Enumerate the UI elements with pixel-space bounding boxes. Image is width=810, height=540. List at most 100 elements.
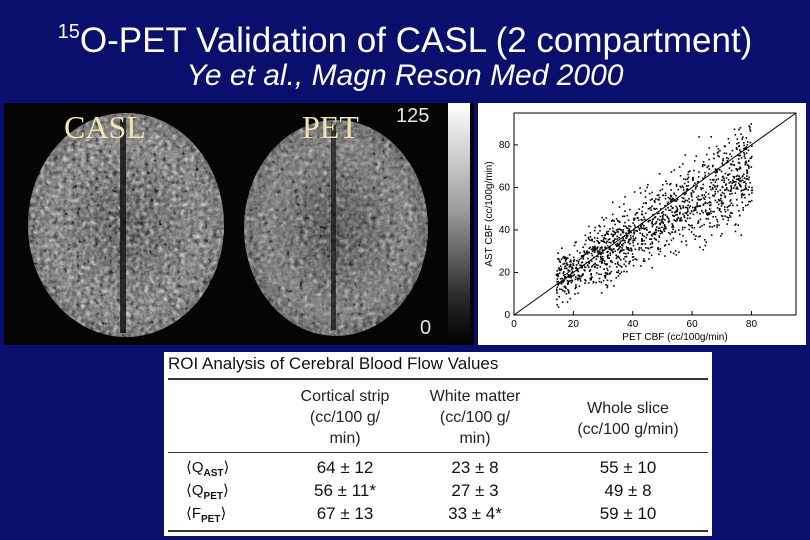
- scatter-point: [634, 214, 637, 216]
- scatter-point: [575, 264, 578, 266]
- scatter-point: [625, 265, 627, 267]
- scatter-point: [655, 228, 657, 231]
- scatter-point: [705, 218, 708, 220]
- scatter-point: [702, 187, 704, 189]
- scatter-point: [664, 219, 666, 221]
- scatter-point: [662, 213, 665, 216]
- scatter-point: [649, 199, 652, 201]
- scatter-point: [718, 209, 721, 212]
- scatter-point: [684, 226, 686, 229]
- scatter-point: [601, 258, 603, 260]
- scatter-point: [618, 247, 620, 250]
- scatter-point: [558, 282, 561, 284]
- scatter-point: [690, 210, 693, 213]
- scatter-point: [648, 258, 650, 260]
- scatter-point: [618, 221, 621, 224]
- scatter-point: [699, 205, 701, 207]
- scatter-point: [569, 261, 571, 263]
- scatter-point: [619, 273, 621, 275]
- scatter-point: [675, 220, 677, 222]
- scatter-point: [732, 175, 735, 178]
- scatter-point: [738, 128, 740, 131]
- scatter-point: [593, 241, 596, 243]
- scatter-point: [581, 274, 583, 277]
- scatter-point: [562, 272, 564, 274]
- scatter-point: [620, 266, 623, 268]
- scatter-point: [617, 271, 619, 274]
- scatter-point: [711, 186, 714, 189]
- scatter-point: [574, 278, 577, 281]
- scatter-point: [695, 155, 698, 157]
- scatter-point: [676, 210, 679, 213]
- scatter-point: [682, 234, 684, 237]
- scatter-point: [566, 301, 569, 303]
- scatter-point: [727, 219, 730, 222]
- scatter-point: [624, 239, 626, 242]
- scatter-point: [704, 239, 706, 241]
- scatter-point: [650, 254, 653, 257]
- scatter-point: [585, 280, 587, 282]
- scatter-point: [622, 231, 624, 234]
- scatter-point: [640, 247, 643, 249]
- scatter-point: [607, 230, 610, 233]
- scatter-point: [673, 200, 676, 202]
- cell-whole-slice: 59 ± 10: [599, 504, 657, 523]
- scatter-point: [657, 248, 659, 251]
- scatter-point: [732, 204, 734, 207]
- scatter-point: [676, 213, 678, 216]
- scatter-point: [669, 251, 672, 253]
- scatter-point: [556, 274, 558, 276]
- scatter-point: [630, 231, 632, 234]
- scatter-point: [643, 218, 646, 221]
- scatter-point: [658, 235, 660, 237]
- scatter-point: [608, 265, 611, 268]
- scatter-point: [720, 194, 723, 197]
- scatter-point: [637, 219, 640, 222]
- scatter-point: [736, 188, 739, 190]
- scatter-point: [566, 263, 568, 266]
- scatter-point: [644, 243, 646, 245]
- scatter-point: [726, 206, 729, 209]
- scatter-point: [742, 175, 744, 177]
- scatter-point: [659, 215, 662, 218]
- scatter-point: [725, 183, 727, 185]
- scatter-point: [592, 247, 594, 250]
- scatter-point: [663, 230, 666, 233]
- scatter-point: [556, 298, 558, 301]
- scatter-point: [644, 196, 647, 198]
- scatter-point: [653, 237, 656, 240]
- scatter-point: [699, 246, 701, 249]
- scatter-point: [669, 182, 672, 185]
- scatter-point: [649, 207, 652, 209]
- scatter-point: [641, 238, 643, 241]
- scatter-point: [693, 233, 695, 236]
- scatter-point: [701, 194, 703, 196]
- scatter-point: [691, 199, 694, 201]
- scatter-point: [713, 178, 715, 181]
- scatter-point: [620, 229, 622, 231]
- scatter-point: [594, 226, 597, 229]
- scatter-point: [625, 252, 627, 255]
- scatter-point: [657, 227, 660, 229]
- scatter-point: [689, 170, 691, 172]
- scatter-point: [696, 180, 699, 183]
- scatter-point: [720, 202, 723, 204]
- scatter-point: [656, 194, 659, 197]
- scatter-point: [600, 257, 602, 259]
- scatter-point: [580, 257, 582, 260]
- scatter-point: [706, 166, 709, 169]
- scatter-point: [664, 244, 667, 246]
- scatter-point: [747, 149, 750, 152]
- scatter-point: [665, 180, 667, 182]
- scatter-point: [674, 211, 676, 214]
- scatter-point: [647, 183, 649, 186]
- scatter-point: [560, 281, 563, 283]
- scatter-point: [717, 203, 720, 206]
- scatter-point: [681, 228, 684, 231]
- scatter-point: [584, 266, 587, 269]
- scatter-point: [651, 234, 653, 237]
- scatter-point: [726, 187, 728, 189]
- scatter-point: [576, 269, 579, 272]
- scatter-point: [711, 165, 714, 168]
- scatter-point: [664, 194, 667, 197]
